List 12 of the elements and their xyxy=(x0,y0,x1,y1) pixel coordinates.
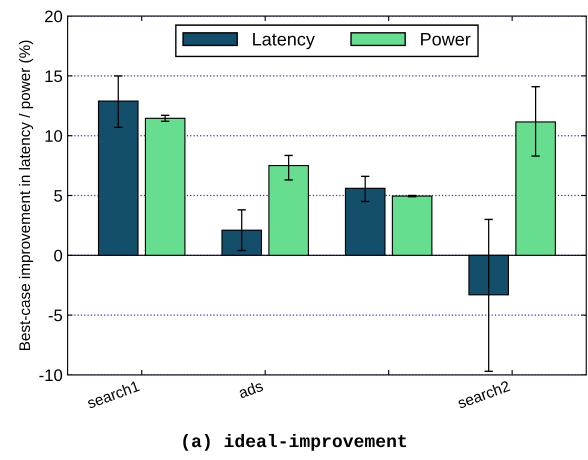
y-tick-label: -5 xyxy=(48,310,62,322)
legend-label: Power xyxy=(421,33,470,46)
y-tick-label: 10 xyxy=(45,130,62,142)
y-tick-label: 5 xyxy=(54,190,62,202)
x-tick-label: ads xyxy=(238,380,264,399)
y-axis-title: Best-case improvement in latency / power (%) xyxy=(18,40,34,350)
legend-label: Latency xyxy=(253,33,315,50)
y-tick-label: 0 xyxy=(54,250,62,262)
y-tick-label: 20 xyxy=(45,10,62,22)
y-tick-label: 15 xyxy=(45,70,62,82)
y-tick-label: -10 xyxy=(39,369,62,382)
text: (a) ideal-improvement xyxy=(183,434,406,451)
